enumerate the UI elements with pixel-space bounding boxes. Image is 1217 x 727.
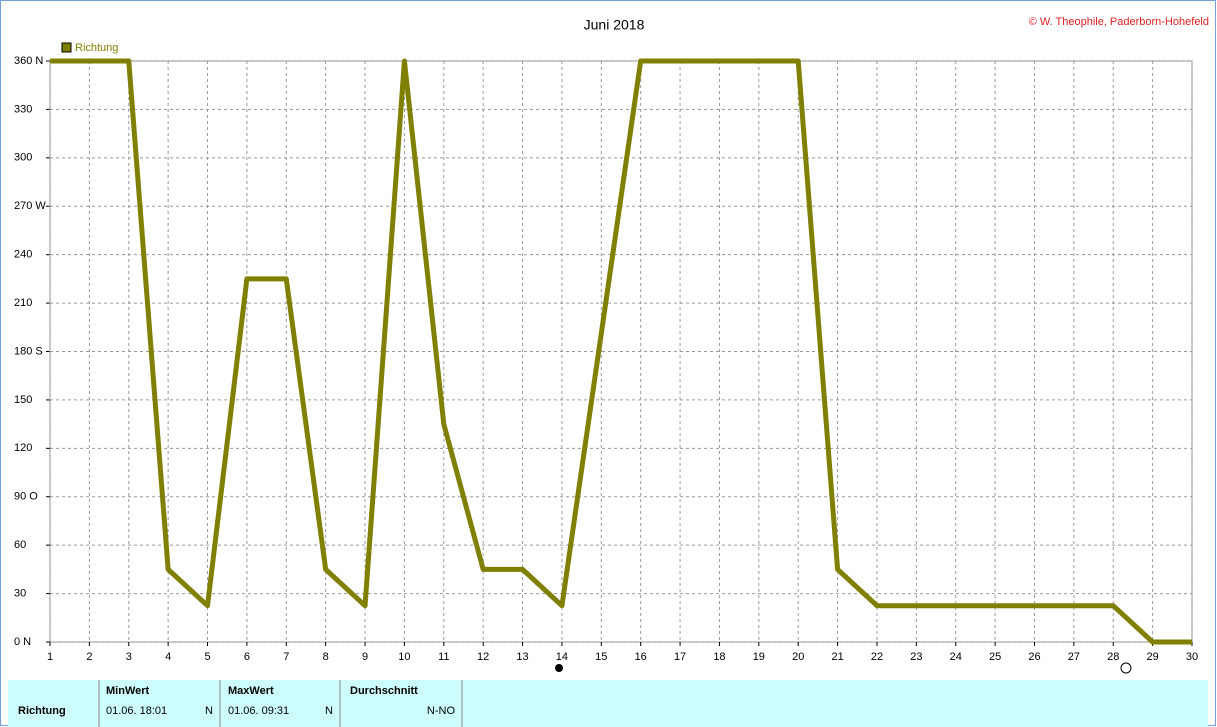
x-tick-label: 9 — [362, 651, 368, 663]
x-tick-label: 30 — [1186, 651, 1198, 663]
x-tick-label: 22 — [871, 651, 883, 663]
moon-new — [1120, 662, 1132, 674]
x-tick-label: 24 — [950, 651, 962, 663]
y-tick-label: 150 — [14, 394, 32, 406]
table-header: MinWert — [106, 685, 150, 697]
x-tick-label: 13 — [516, 651, 528, 663]
x-tick-label: 8 — [323, 651, 329, 663]
y-tick-label: 210 — [14, 297, 32, 309]
table-cell: N-NO — [427, 705, 456, 717]
table-cell: N — [325, 705, 333, 717]
legend-swatch — [61, 42, 72, 53]
x-tick-label: 14 — [556, 651, 568, 663]
x-tick-label: 7 — [283, 651, 289, 663]
x-tick-label: 12 — [477, 651, 489, 663]
y-tick-label: 360 N — [14, 55, 43, 67]
legend-label: Richtung — [75, 42, 118, 54]
x-tick-label: 28 — [1107, 651, 1119, 663]
x-tick-label: 1 — [47, 651, 53, 663]
y-tick-label: 30 — [14, 587, 26, 599]
x-tick-label: 21 — [831, 651, 843, 663]
x-tick-label: 4 — [165, 651, 171, 663]
y-tick-label: 180 S — [14, 345, 43, 357]
y-tick-label: 270 W — [14, 200, 46, 212]
x-tick-label: 25 — [989, 651, 1001, 663]
x-tick-label: 29 — [1146, 651, 1158, 663]
x-tick-label: 18 — [713, 651, 725, 663]
y-tick-label: 300 — [14, 152, 32, 164]
table-row-label: Richtung — [18, 705, 66, 717]
x-tick-label: 27 — [1068, 651, 1080, 663]
y-tick-label: 90 O — [14, 491, 38, 503]
table-cell: 01.06. 09:31 — [228, 705, 289, 717]
table-header: Durchschnitt — [350, 685, 418, 697]
table-header: MaxWert — [228, 685, 274, 697]
table-cell: 01.06. 18:01 — [106, 705, 167, 717]
x-tick-label: 11 — [438, 651, 449, 663]
y-tick-label: 330 — [14, 103, 32, 115]
table-cell: N — [205, 705, 213, 717]
x-tick-label: 5 — [204, 651, 210, 663]
x-tick-label: 19 — [753, 651, 765, 663]
summary-table: MinWert MaxWert Durchschnitt Richtung 01… — [8, 680, 1208, 727]
x-tick-label: 16 — [635, 651, 647, 663]
y-tick-label: 120 — [14, 442, 32, 454]
table-bg — [8, 680, 1208, 727]
x-tick-label: 20 — [792, 651, 804, 663]
data-line — [50, 58, 1192, 645]
y-tick-label: 240 — [14, 249, 32, 261]
x-tick-label: 3 — [126, 651, 132, 663]
x-tick-label: 2 — [86, 651, 92, 663]
x-tick-label: 17 — [674, 651, 686, 663]
x-tick-label: 15 — [595, 651, 607, 663]
moon-full — [555, 664, 563, 672]
x-tick-label: 6 — [244, 651, 250, 663]
x-tick-label: 10 — [398, 651, 410, 663]
y-tick-label: 60 — [14, 539, 26, 551]
x-tick-label: 26 — [1028, 651, 1040, 663]
credit: © W. Theophile, Paderborn-Hohefeld — [1029, 16, 1209, 28]
x-tick-label: 23 — [910, 651, 922, 663]
chart-title: Juni 2018 — [584, 17, 645, 33]
y-tick-label: 0 N — [14, 636, 31, 648]
